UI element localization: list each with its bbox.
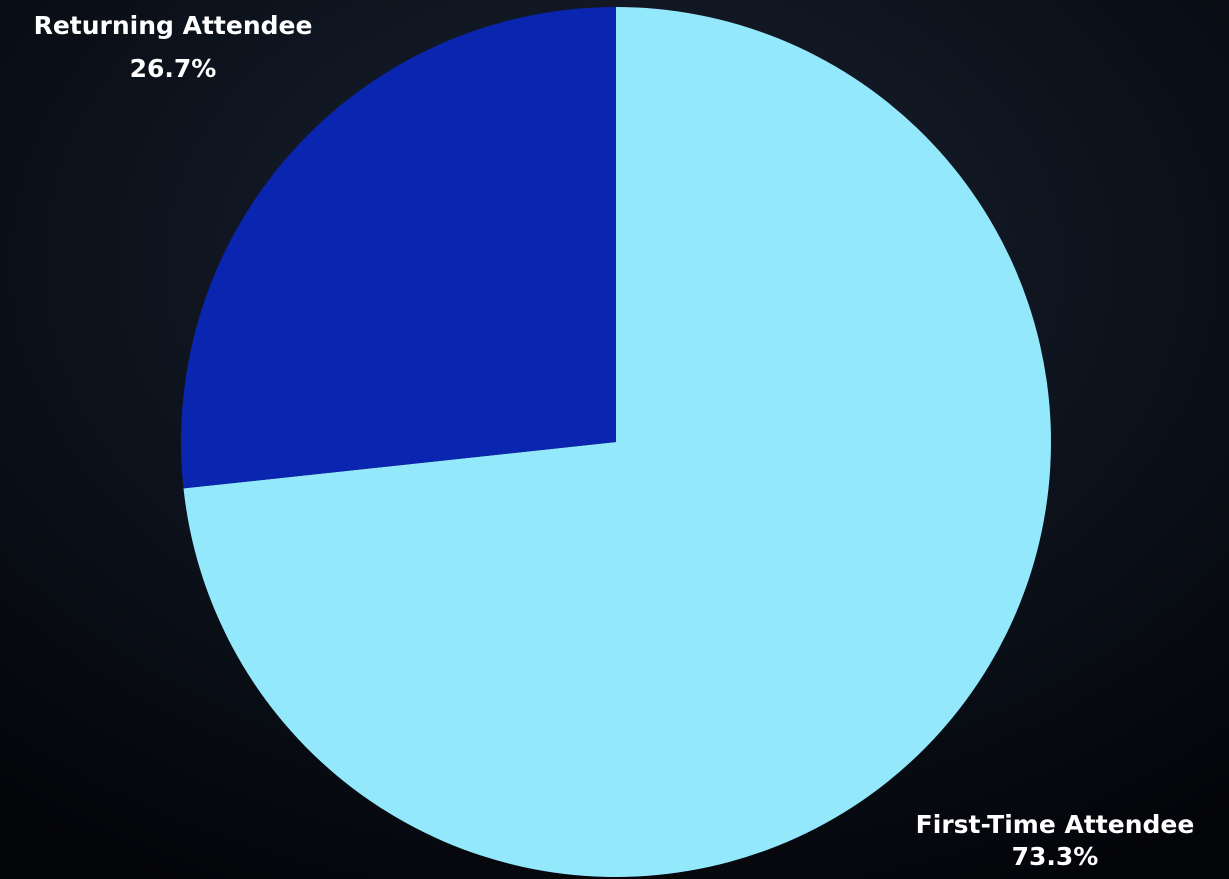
pie-slice — [183, 7, 1052, 877]
pie — [181, 7, 1052, 877]
value-label: 73.3% — [1012, 842, 1099, 871]
labels: First-Time Attendee 73.3% Returning Attend… — [34, 11, 1195, 871]
slice-label: Returning Attendee — [34, 11, 313, 40]
slice-label: First-Time Attendee — [916, 810, 1195, 839]
value-label: 26.7% — [130, 54, 217, 83]
pie-slice — [181, 7, 616, 489]
